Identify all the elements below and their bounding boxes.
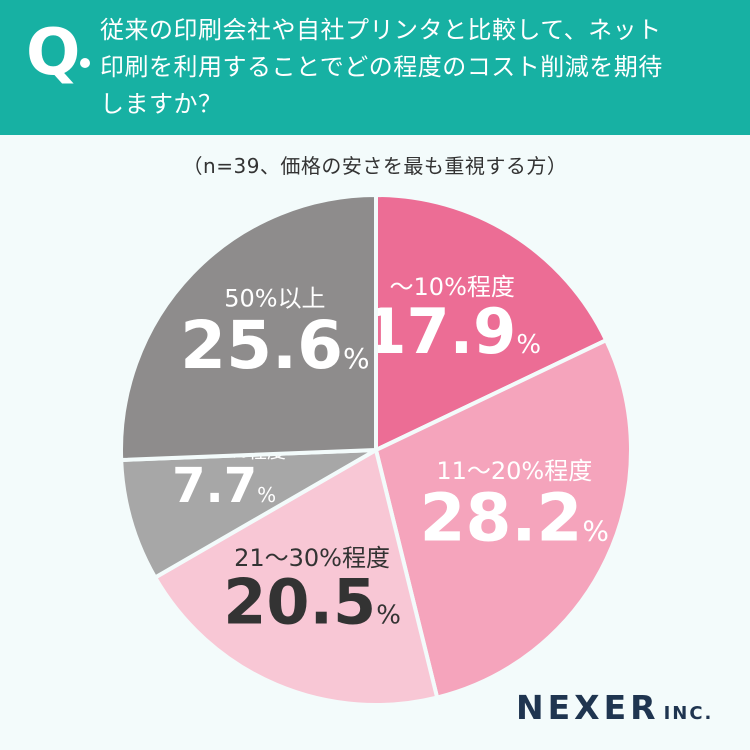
slice-value: 17.9% [363,295,541,368]
logo-suffix: INC. [663,703,714,724]
pie-slice [374,338,633,700]
slice-value: 25.6% [180,307,369,384]
question-line: 印刷を利用することでどの程度のコスト削減を期待 [100,53,663,81]
slice-value: 7.7% [172,458,276,514]
question-text: 従来の印刷会社や自社プリンタと比較して、ネット 印刷を利用することでどの程度のコ… [100,12,730,123]
slice-label: 〜10%程度 [390,273,515,301]
slice-label: 11〜20%程度 [436,457,592,485]
question-line: しますか？ [100,90,223,118]
nexer-logo: NEXER INC. [516,688,713,727]
pie-slice [119,448,378,580]
question-line: 従来の印刷会社や自社プリンタと比較して、ネット [100,16,662,44]
pie-slice [153,448,440,707]
slice-label: 50%以上 [224,284,325,312]
sample-note: （n=39、価格の安さを最も重視する方） [182,154,568,178]
question-header: Q 従来の印刷会社や自社プリンタと比較して、ネット 印刷を利用することでどの程度… [0,0,750,135]
pie-slice [374,193,609,452]
slice-value: 20.5% [223,566,401,639]
pie-slice [119,193,378,463]
logo-main: NEXER [516,688,660,727]
slice-label: 21〜30%程度 [234,544,390,572]
q-mark: Q [26,16,81,90]
slice-value: 28.2% [420,480,609,557]
q-dot-icon [80,58,90,68]
